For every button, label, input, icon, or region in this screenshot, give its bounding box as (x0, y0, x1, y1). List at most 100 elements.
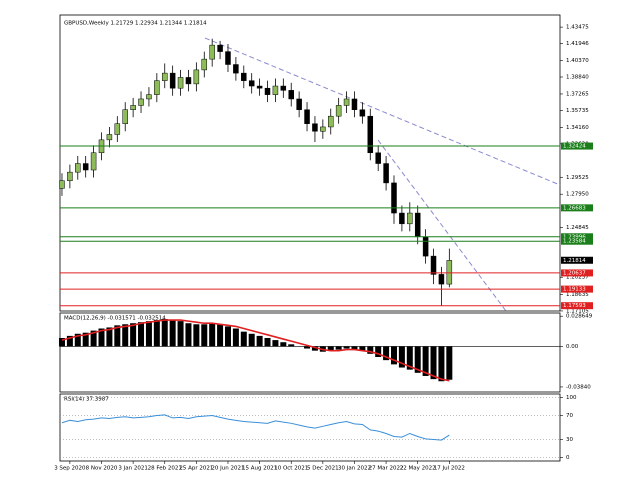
macd-bar (217, 324, 224, 347)
macd-bar (224, 326, 231, 347)
candle-body (209, 44, 215, 60)
main-title: GBPUSD,Weekly 1.21729 1.22934 1.21344 1.… (64, 21, 207, 27)
rsi-title: RSI(14) 37.3987 (64, 397, 109, 403)
y-tick-label: 1.35735 (566, 108, 589, 114)
macd-bar (414, 346, 421, 373)
macd-bar (430, 346, 437, 380)
main-frame (59, 14, 561, 312)
x-tick-label: 25 Apr 2021 (179, 466, 213, 472)
candle-body (414, 212, 421, 237)
price-box (561, 256, 593, 264)
x-tick-label: 8 Nov 2020 (86, 466, 118, 472)
macd-bar (288, 344, 295, 347)
level-label: 1.23584 (563, 239, 586, 245)
y-tick-label: 1.17105 (566, 308, 589, 314)
candle-body (430, 255, 437, 275)
candle-body (130, 105, 136, 110)
candle-body (90, 152, 97, 171)
candle-body (146, 94, 152, 100)
macd-bar (82, 332, 89, 347)
macd-bar (98, 328, 105, 347)
macd-bar (74, 333, 81, 347)
candle-body (106, 134, 113, 141)
y-tick-label: 1.40370 (566, 58, 589, 64)
macd-bar (327, 346, 334, 351)
macd-bar (351, 346, 358, 350)
macd-bar (264, 337, 271, 347)
candle-body (154, 80, 160, 95)
macd-bar (311, 346, 318, 351)
level-label: 1.32424 (563, 144, 586, 150)
candle-body (248, 80, 255, 87)
candle-body (217, 44, 223, 52)
level-label-box (561, 233, 593, 241)
macd-bar (209, 323, 216, 347)
macd-bar (130, 323, 137, 347)
macd-bar (145, 321, 152, 347)
x-tick-label: 10 Oct 2021 (274, 466, 308, 472)
candle-body (241, 72, 247, 81)
candle-body (304, 109, 310, 124)
macd-bar (406, 346, 413, 370)
rsi-line (61, 414, 450, 441)
y-tick-label: 0 (566, 455, 570, 461)
y-tick-label: 0.00 (566, 344, 579, 350)
signal-line (61, 319, 450, 382)
candle-body (375, 152, 381, 164)
candle-body (272, 85, 279, 95)
macd-bar (185, 323, 192, 347)
candle-body (177, 77, 184, 89)
trend-line (377, 139, 507, 312)
x-tick-label: 15 Aug 2021 (242, 466, 277, 472)
y-tick-label: -0.03840 (566, 384, 591, 390)
candle-body (280, 85, 287, 91)
candle-body (256, 85, 263, 89)
level-label-box (561, 302, 593, 310)
candle-body (122, 109, 128, 124)
level-label-box (561, 285, 593, 293)
macd-bar (375, 346, 382, 357)
candle-body (193, 69, 200, 85)
y-tick-label: 100 (566, 395, 577, 401)
macd-bar (232, 328, 239, 347)
macd-bar (153, 320, 160, 347)
candle-body (367, 115, 374, 154)
candle-body (438, 274, 445, 285)
x-tick-label: 3 Jan 2021 (118, 466, 147, 472)
y-tick-label: 1.18635 (566, 292, 589, 298)
candle-body (201, 58, 208, 71)
macd-bar (114, 325, 121, 347)
level-label: 1.23996 (563, 234, 586, 240)
level-label-box (561, 269, 593, 277)
macd-bar (359, 346, 366, 351)
level-label-box (561, 204, 593, 212)
y-tick-label: 1.24845 (566, 225, 589, 231)
level-label: 1.19133 (563, 287, 586, 293)
macd-bar (248, 333, 255, 347)
candle-body (328, 115, 334, 128)
candle-body (169, 72, 176, 89)
y-tick-label: 1.41946 (566, 41, 589, 47)
y-tick-label: 1.38840 (566, 74, 589, 80)
level-label-box (561, 142, 593, 150)
candle-body (335, 105, 342, 117)
candle-body (312, 123, 318, 132)
macd-bar (422, 346, 429, 376)
candle-body (320, 126, 326, 132)
price-label: 1.21814 (563, 258, 586, 264)
macd-bar (335, 346, 342, 350)
y-tick-label: 1.34160 (566, 125, 589, 131)
macd-bar (193, 324, 200, 347)
macd-bar (304, 346, 311, 349)
macd-bar (256, 335, 263, 347)
x-tick-label: 27 Mar 2022 (369, 466, 404, 472)
level-label: 1.26683 (563, 205, 586, 211)
x-tick-label: 3 Sep 2020 (54, 466, 86, 472)
candle-body (138, 98, 144, 106)
macd-bar (343, 346, 350, 349)
candle-body (59, 180, 65, 189)
y-tick-label: 1.20237 (566, 275, 589, 281)
x-tick-label: 30 Jan 2022 (338, 466, 371, 472)
candle-body (407, 212, 413, 225)
y-tick-label: 30 (566, 437, 573, 443)
